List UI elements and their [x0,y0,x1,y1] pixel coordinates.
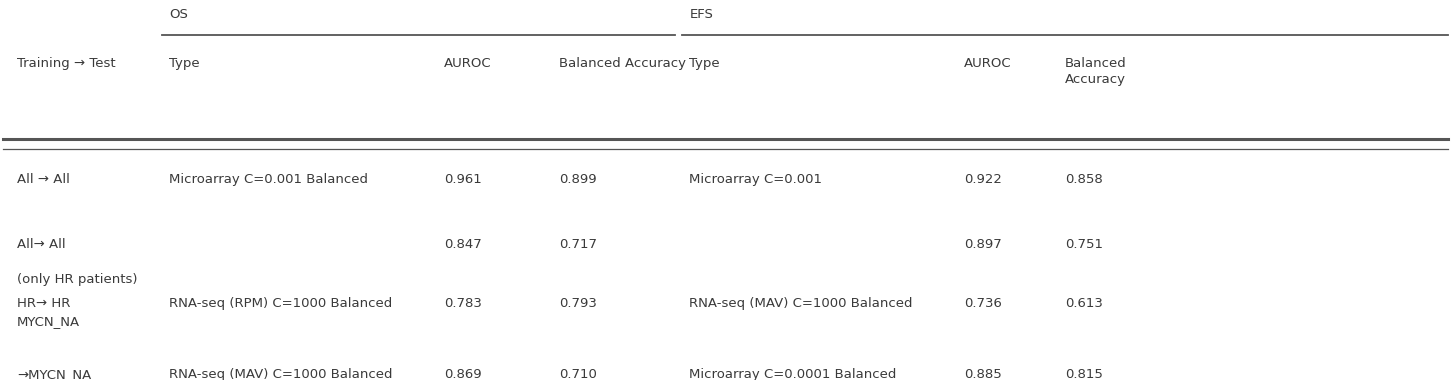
Text: All → All: All → All [17,173,70,186]
Text: Microarray C=0.0001 Balanced: Microarray C=0.0001 Balanced [689,368,897,380]
Text: 0.717: 0.717 [559,238,598,252]
Text: 0.858: 0.858 [1065,173,1103,186]
Text: 0.897: 0.897 [963,238,1001,252]
Text: EFS: EFS [689,8,714,21]
Text: Balanced
Accuracy: Balanced Accuracy [1065,57,1127,86]
Text: AUROC: AUROC [963,57,1011,70]
Text: RNA-seq (MAV) C=1000 Balanced: RNA-seq (MAV) C=1000 Balanced [689,297,913,310]
Text: Type: Type [689,57,720,70]
Text: RNA-seq (RPM) C=1000 Balanced: RNA-seq (RPM) C=1000 Balanced [168,297,392,310]
Text: 0.793: 0.793 [559,297,598,310]
Text: RNA-seq (MAV) C=1000 Balanced: RNA-seq (MAV) C=1000 Balanced [168,368,393,380]
Text: →MYCN_NA: →MYCN_NA [17,368,91,380]
Text: 0.736: 0.736 [963,297,1001,310]
Text: 0.899: 0.899 [559,173,596,186]
Text: Training → Test: Training → Test [17,57,116,70]
Text: OS: OS [168,8,187,21]
Text: Type: Type [168,57,200,70]
Text: All→ All

(only HR patients): All→ All (only HR patients) [17,238,138,287]
Text: Microarray C=0.001 Balanced: Microarray C=0.001 Balanced [168,173,369,186]
Text: 0.613: 0.613 [1065,297,1103,310]
Text: AUROC: AUROC [444,57,492,70]
Text: 0.961: 0.961 [444,173,482,186]
Text: 0.847: 0.847 [444,238,482,252]
Text: 0.885: 0.885 [963,368,1001,380]
Text: 0.783: 0.783 [444,297,482,310]
Text: 0.869: 0.869 [444,368,482,380]
Text: Microarray C=0.001: Microarray C=0.001 [689,173,823,186]
Text: 0.815: 0.815 [1065,368,1103,380]
Text: 0.922: 0.922 [963,173,1001,186]
Text: 0.710: 0.710 [559,368,598,380]
Text: 0.751: 0.751 [1065,238,1103,252]
Text: HR→ HR
MYCN_NA: HR→ HR MYCN_NA [17,297,80,328]
Text: Balanced Accuracy: Balanced Accuracy [559,57,686,70]
